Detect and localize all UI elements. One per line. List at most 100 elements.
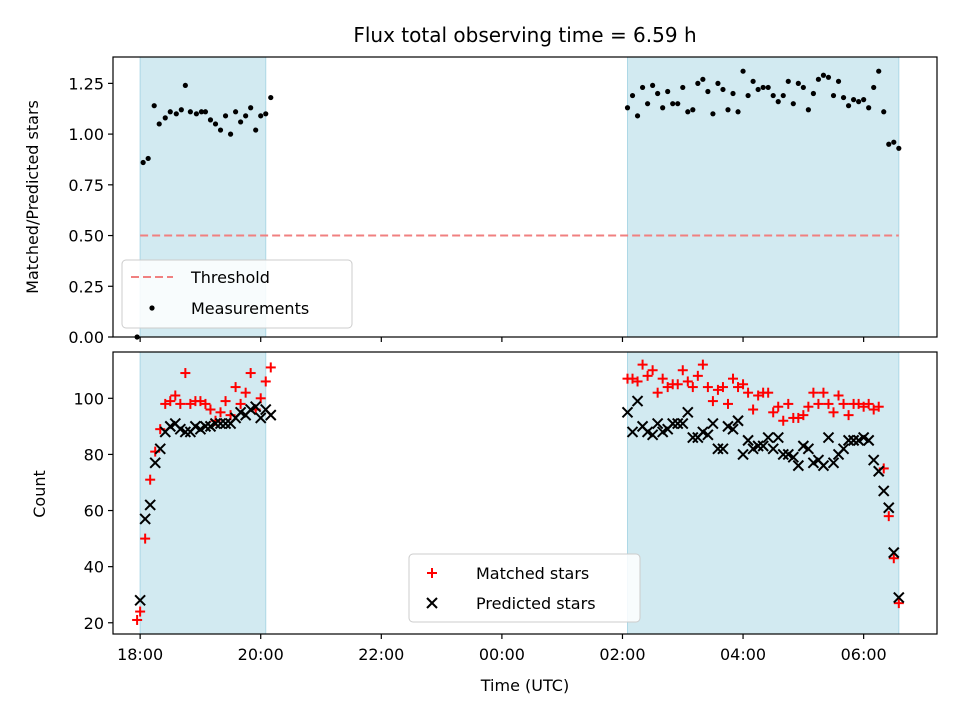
predicted-point-b	[762, 431, 774, 444]
predicted-point-17	[219, 417, 232, 430]
x-tick-label-3: 00:00	[479, 645, 525, 664]
predicted-point-68	[827, 457, 840, 469]
predicted-point-23	[249, 401, 262, 413]
measurement-point-61	[795, 80, 801, 86]
predicted-point-2	[144, 499, 156, 511]
predicted-point-b	[787, 451, 800, 463]
predicted-point-b	[727, 423, 739, 435]
legend-measurements-label: Measurements	[191, 299, 309, 318]
matched-point-29	[627, 373, 638, 384]
matched-point-43	[697, 359, 708, 370]
predicted-point-b	[797, 440, 810, 452]
predicted-point-b	[265, 409, 277, 421]
matched-point-46	[712, 384, 723, 395]
predicted-point-b	[682, 406, 694, 419]
measurement-point-81	[896, 145, 902, 151]
matched-point-27	[265, 362, 276, 373]
measurement-point-55	[765, 84, 771, 91]
predicted-point-b	[249, 401, 262, 413]
matched-point-40	[682, 376, 693, 387]
predicted-point-79	[883, 502, 895, 514]
measurement-point-31	[644, 101, 651, 107]
predicted-point-b	[139, 513, 151, 525]
predicted-point-b	[234, 406, 247, 419]
matched-point-69	[828, 407, 839, 418]
matched-point-82	[893, 598, 904, 609]
predicted-point-b	[646, 429, 659, 441]
measurement-point-15	[212, 121, 219, 127]
predicted-point-b	[154, 443, 166, 455]
predicted-point-b	[149, 457, 161, 469]
measurement-point-6	[167, 109, 173, 115]
matched-point-65	[808, 387, 819, 398]
matched-point-52	[743, 387, 754, 398]
top-panel: 0.00 0.25 0.50 0.75 1.00 1.25	[68, 56, 938, 347]
measurement-point-38	[680, 84, 686, 91]
predicted-point-b	[621, 406, 634, 419]
predicted-point-b	[687, 431, 699, 444]
predicted-point-b	[626, 426, 639, 438]
matched-point-20	[230, 382, 241, 393]
predicted-point-50	[737, 448, 749, 461]
measurement-point-60	[790, 101, 796, 107]
matched-point-66	[813, 398, 824, 409]
top-axes-frame	[112, 56, 938, 338]
legend-bottom-frame	[408, 553, 641, 623]
matched-point-81	[888, 553, 899, 564]
measurement-point-22	[248, 105, 254, 111]
predicted-point-b	[179, 426, 192, 438]
measurement-point-1	[140, 159, 146, 166]
matched-point-49	[728, 373, 739, 384]
predicted-point-b	[174, 423, 187, 435]
predicted-point-24	[255, 412, 267, 424]
measurement-point-9	[182, 82, 188, 89]
matched-point-48	[722, 398, 733, 409]
matched-point-22	[240, 387, 251, 398]
predicted-point-43	[702, 429, 714, 441]
matched-point-3	[145, 474, 156, 485]
predicted-point-55	[762, 431, 774, 444]
measurement-point-23	[253, 127, 259, 133]
predicted-point-b	[255, 412, 267, 424]
measurement-point-12	[198, 109, 205, 115]
measurement-point-76	[871, 84, 877, 91]
measurement-point-65	[815, 76, 822, 82]
predicted-point-b	[862, 434, 875, 447]
measurement-point-72	[850, 97, 857, 103]
measurement-point-77	[876, 68, 882, 74]
predicted-point-80	[888, 546, 900, 559]
matched-point-76	[863, 398, 874, 409]
legend-threshold-label: Threshold	[190, 268, 270, 287]
measurement-point-27	[624, 105, 631, 111]
predicted-point-71	[842, 434, 855, 447]
measurement-point-54	[760, 84, 766, 91]
predicted-point-58	[777, 448, 789, 461]
predicted-point-b	[189, 420, 202, 433]
predicted-point-b	[134, 594, 146, 607]
top-y-tick-label-1: 0.25	[68, 277, 104, 296]
predicted-point-b	[817, 459, 830, 472]
bottom-y-tick-label-2: 60	[84, 502, 104, 521]
predicted-point-b	[857, 431, 870, 444]
matched-point-78	[873, 401, 884, 412]
measurement-point-41	[695, 80, 701, 86]
matched-point-44	[702, 382, 713, 393]
x-tick-label-2: 22:00	[358, 645, 404, 664]
predicted-point-37	[672, 417, 684, 430]
measurement-point-69	[835, 78, 842, 84]
predicted-point-56	[767, 443, 779, 455]
top-y-tick-label-2: 0.50	[68, 227, 104, 246]
predicted-point-70	[837, 443, 850, 455]
matched-point-11	[185, 398, 196, 409]
predicted-point-39	[682, 406, 694, 419]
matched-point-30	[632, 376, 643, 387]
measurement-point-25	[263, 111, 269, 117]
predicted-point-b	[742, 434, 754, 447]
predicted-point-b	[772, 431, 784, 444]
matched-point-45	[707, 396, 718, 407]
matched-point-33	[647, 365, 658, 376]
predicted-point-b	[712, 443, 724, 455]
matched-point-34	[652, 387, 663, 398]
matched-point-42	[692, 370, 703, 381]
